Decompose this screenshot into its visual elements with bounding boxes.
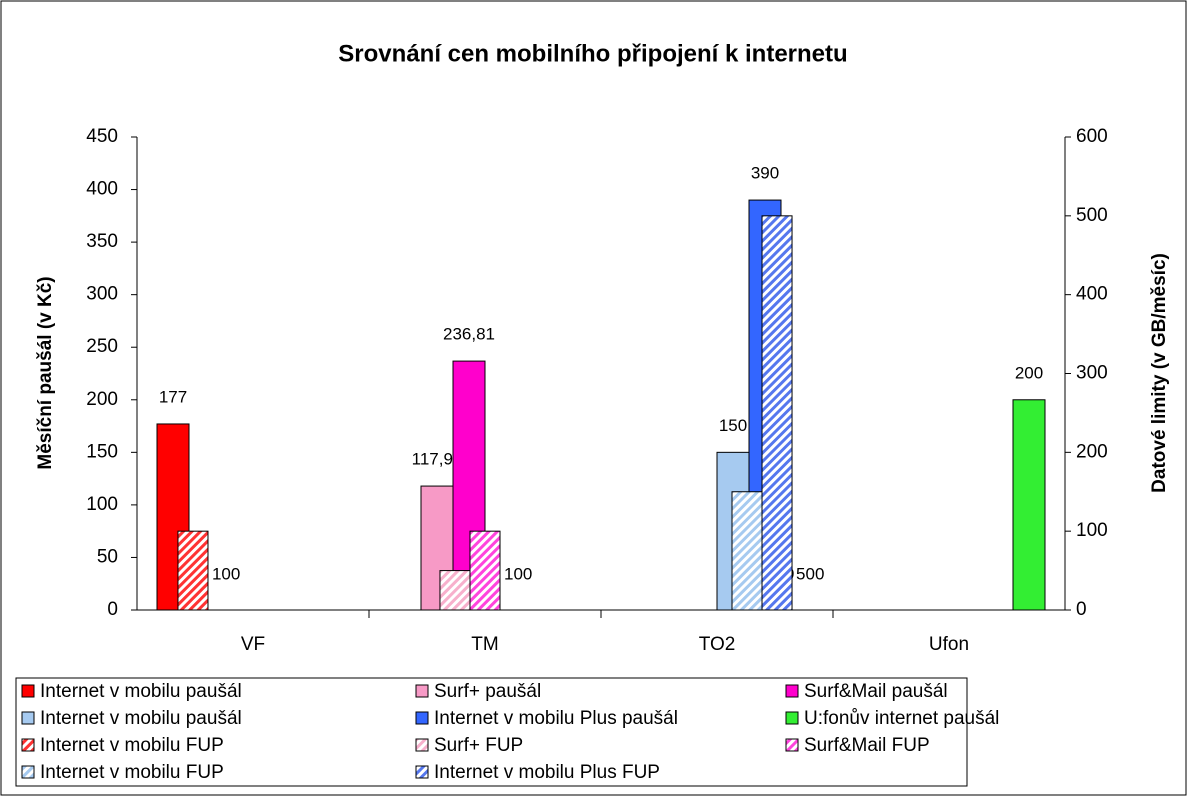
y2-tick-label: 0 [1076,599,1087,620]
x-tick-label: Ufon [929,634,969,655]
chart-title: Srovnání cen mobilního připojení k inter… [338,40,847,67]
legend-swatch [415,684,429,698]
y-tick-label: 450 [86,126,118,147]
legend-label: Internet v mobilu paušál [40,708,242,729]
value-label: 150 [719,416,747,435]
y2-tick-label: 200 [1076,441,1108,462]
y-tick-label: 250 [86,336,118,357]
legend-swatch [785,711,799,725]
legend-label: Surf&Mail paušál [804,681,948,702]
legend-swatch [21,738,35,752]
value-label: 117,91 [412,450,463,469]
legend-swatch [21,765,35,779]
x-tick-label: VF [241,634,265,655]
legend-label: Internet v mobilu FUP [40,762,224,783]
y2-tick-label: 500 [1076,205,1108,226]
legend-swatch [785,684,799,698]
y-tick-label: 350 [86,231,118,252]
value-label: 500 [796,564,824,583]
y-tick-label: 100 [86,494,118,515]
x-tick-label: TM [471,634,498,655]
legend-label: U:fonův internet paušál [804,708,999,729]
y-tick-label: 50 [97,546,118,567]
y2-tick-label: 600 [1076,126,1108,147]
x-tick-label: TO2 [699,634,736,655]
y2-tick-label: 400 [1076,284,1108,305]
legend-swatch [785,738,799,752]
bar [177,530,209,611]
value-label: 200 [1015,363,1043,382]
bar [761,215,793,611]
legend-swatch [21,711,35,725]
value-label: 177 [159,387,187,406]
y-tick-label: 400 [86,179,118,200]
legend-swatch [415,738,429,752]
bar [1012,399,1046,611]
legend-box [15,677,968,787]
y2-tick-label: 300 [1076,363,1108,384]
legend-label: Internet v mobilu paušál [40,681,242,702]
bar [731,491,763,611]
y2-tick-label: 100 [1076,520,1108,541]
legend-swatch [415,711,429,725]
y2-axis-label: Datové limity (v GB/měsíc) [1149,253,1170,493]
y-tick-label: 150 [86,441,118,462]
value-label: 236,81 [443,325,495,344]
legend-swatch [21,684,35,698]
value-label: 100 [504,564,532,583]
bar [469,530,501,611]
legend-label: Surf+ FUP [434,735,523,756]
legend-label: Internet v mobilu Plus paušál [434,708,678,729]
legend-label: Internet v mobilu Plus FUP [434,762,660,783]
y-tick-label: 0 [107,599,118,620]
y-tick-label: 200 [86,389,118,410]
value-label: 390 [751,164,779,183]
value-label: 100 [212,564,240,583]
bar [439,570,471,611]
legend-label: Surf+ paušál [434,681,541,702]
y-axis-label: Měsíční paušál (v Kč) [35,276,56,469]
legend-label: Internet v mobilu FUP [40,735,224,756]
legend-label: Surf&Mail FUP [804,735,930,756]
y-tick-label: 300 [86,284,118,305]
legend-swatch [415,765,429,779]
